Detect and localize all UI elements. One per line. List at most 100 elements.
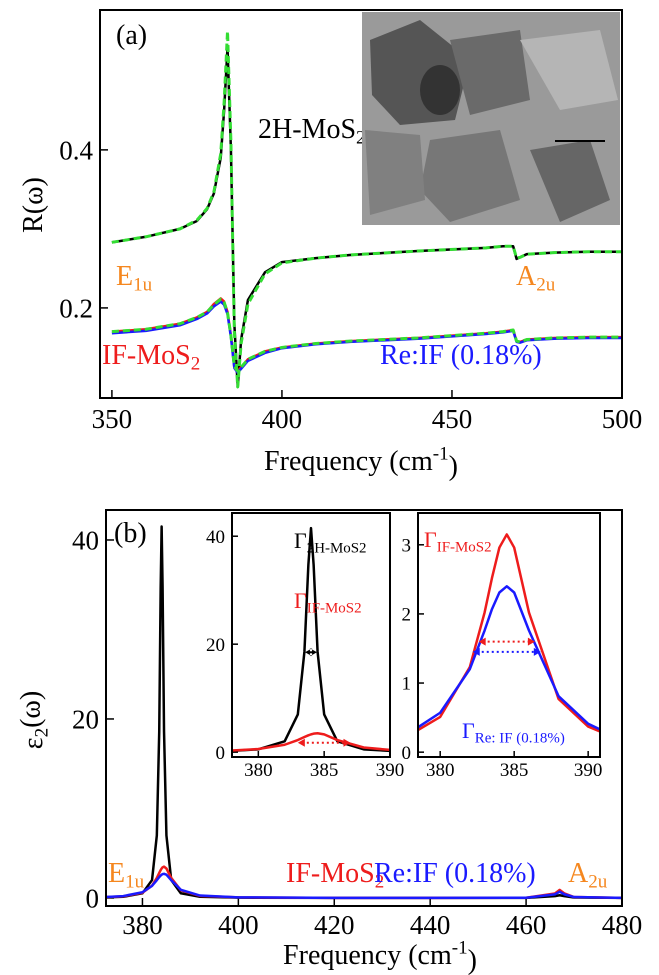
x-axis-label: Frequency (cm-1) xyxy=(283,938,477,975)
inset-background xyxy=(418,513,600,757)
annotation: A2u xyxy=(568,858,608,893)
x-tick-label: 500 xyxy=(602,404,643,434)
annotation-main: A xyxy=(516,261,537,292)
series-line xyxy=(418,585,600,731)
annotation: Re:IF (0.18%) xyxy=(380,340,542,371)
annotation-main: IF-MoS xyxy=(102,340,191,371)
annotation-main: Γ xyxy=(294,528,307,553)
series-line xyxy=(111,29,622,389)
x-tick-label: 480 xyxy=(602,910,643,940)
y-axis-label-sub: 2 xyxy=(32,728,53,738)
annotation-sub: 1u xyxy=(125,872,145,893)
width-arrow xyxy=(305,648,317,657)
x-tick-label: 390 xyxy=(574,760,603,781)
plot-area xyxy=(111,29,622,389)
annotation: ΓIF-MoS2 xyxy=(294,588,362,616)
y-tick-label: 0.4 xyxy=(59,135,93,165)
annotation: (b) xyxy=(114,518,147,549)
annotation-main: E xyxy=(116,261,133,292)
annotation: A2u xyxy=(516,261,556,296)
x-tick-label: 450 xyxy=(432,404,473,434)
annotation-sub: 2 xyxy=(191,354,201,375)
arrow-head xyxy=(305,648,317,657)
plot-frame xyxy=(99,9,623,399)
annotation: IF-MoS2 xyxy=(102,340,200,375)
y-tick-label: 3 xyxy=(402,535,412,556)
annotation: 2H-MoS2 xyxy=(258,114,366,149)
width-arrow xyxy=(472,647,541,656)
annotation-main: (a) xyxy=(116,20,147,51)
annotation-sub: IF-MoS2 xyxy=(437,539,492,555)
y-axis-label-after: (ω) xyxy=(15,691,46,728)
plot-area xyxy=(232,526,390,753)
x-axis-label-sup: -1 xyxy=(433,444,449,465)
x-axis-label-main: Frequency (cm xyxy=(283,940,452,971)
x-tick-label: 380 xyxy=(244,760,273,781)
plot-frame xyxy=(231,512,391,758)
x-tick-label: 420 xyxy=(314,910,355,940)
x-tick-label: 350 xyxy=(92,404,133,434)
annotation-sub: 2u xyxy=(588,872,608,893)
annotation-sub: 2 xyxy=(375,872,385,893)
plot-area xyxy=(418,533,600,733)
series-line xyxy=(232,526,390,753)
x-tick-label: 460 xyxy=(506,910,547,940)
x-tick-label: 385 xyxy=(500,760,529,781)
x-tick-label: 380 xyxy=(426,760,455,781)
arrow-head xyxy=(478,637,535,646)
y-tick-label: 2 xyxy=(402,605,412,626)
tem-image xyxy=(362,12,620,225)
y-tick-label: 20 xyxy=(206,635,225,656)
annotation-sub: Re: IF (0.18%) xyxy=(475,730,565,746)
plot-frame xyxy=(105,509,623,907)
annotation: E1u xyxy=(116,261,153,296)
annotation-sub: 2H-MoS2 xyxy=(307,540,367,556)
plot-frame xyxy=(417,512,601,758)
x-axis-label-after: ) xyxy=(449,451,458,482)
series-line xyxy=(232,732,390,752)
annotation-main: Γ xyxy=(424,527,437,552)
annotation-sub: 2u xyxy=(536,275,556,296)
x-tick-label: 385 xyxy=(310,760,339,781)
series-line xyxy=(106,872,622,900)
annotation-main: IF-MoS xyxy=(286,858,375,889)
y-axis-label-main: ε xyxy=(18,737,49,749)
x-tick-label: 440 xyxy=(410,910,451,940)
annotation-sub: IF-MoS2 xyxy=(307,600,362,616)
annotation-main: Γ xyxy=(462,718,475,743)
y-tick-label: 0.2 xyxy=(59,293,93,323)
annotation: E1u xyxy=(108,858,145,893)
annotation-main: Re:IF (0.18%) xyxy=(374,858,536,889)
annotation: ΓIF-MoS2 xyxy=(424,527,492,555)
y-tick-label: 20 xyxy=(72,704,99,734)
y-axis-label: ε2(ω) xyxy=(15,691,52,749)
annotation: IF-MoS2 xyxy=(286,858,384,893)
x-tick-label: 400 xyxy=(218,910,259,940)
annotation-main: (b) xyxy=(114,518,147,549)
annotation-sub: 2 xyxy=(356,128,366,149)
annotation-main: E xyxy=(108,858,125,889)
y-tick-label: 0 xyxy=(86,883,100,913)
plot-area xyxy=(106,525,622,900)
annotation-main: 2H-MoS xyxy=(258,114,356,145)
y-axis-label: R(ω) xyxy=(18,177,49,233)
width-arrow xyxy=(478,637,535,646)
arrow-head xyxy=(472,647,541,656)
x-axis-label-main: Frequency (cm xyxy=(264,446,433,477)
y-tick-label: 0 xyxy=(402,743,412,764)
y-tick-label: 1 xyxy=(402,674,412,695)
y-tick-label: 40 xyxy=(72,525,99,555)
annotation: Re:IF (0.18%) xyxy=(374,858,536,889)
y-tick-label: 0 xyxy=(216,743,226,764)
series-line xyxy=(111,297,622,373)
annotation-main: A xyxy=(568,858,589,889)
x-tick-label: 390 xyxy=(376,760,405,781)
inset-background xyxy=(232,513,390,757)
x-axis-label-after: ) xyxy=(468,945,477,975)
annotation-main: Γ xyxy=(294,588,307,613)
x-axis-label: Frequency (cm-1) xyxy=(264,444,458,482)
annotation-sub: 1u xyxy=(133,275,153,296)
